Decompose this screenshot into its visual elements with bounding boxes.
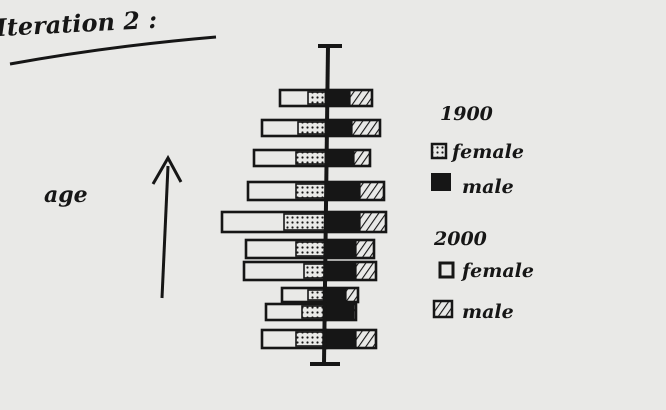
pyramid-row xyxy=(246,180,386,202)
bar-female-1900 xyxy=(307,91,327,105)
bar-male-1900 xyxy=(325,212,361,232)
pyramid-row xyxy=(260,328,378,350)
pyramid-row xyxy=(220,210,388,234)
pyramid-row xyxy=(244,238,376,260)
legend-female-2000: female xyxy=(460,260,534,282)
legend-female-1900: female xyxy=(450,141,524,163)
arrow-up-icon xyxy=(151,154,183,185)
pyramid-row xyxy=(260,118,382,138)
age-arrow-shaft xyxy=(160,165,170,299)
male-1900-swatch-icon xyxy=(431,173,451,191)
bar-female-1900 xyxy=(295,241,327,257)
bar-female-1900 xyxy=(303,263,327,279)
pyramid-row xyxy=(252,148,372,168)
female-2000-swatch-icon xyxy=(438,261,455,279)
age-axis-label: age xyxy=(44,182,88,208)
bar-male-1900 xyxy=(325,240,357,258)
bar-male-1900 xyxy=(325,182,361,200)
bar-male-1900 xyxy=(325,150,355,166)
legend-male-1900: male xyxy=(462,176,514,198)
bar-male-1900 xyxy=(325,330,357,348)
title-underline xyxy=(9,35,217,66)
pyramid-row xyxy=(280,286,360,304)
bar-female-1900 xyxy=(295,183,327,199)
pyramid-row xyxy=(264,302,358,322)
bar-male-1900 xyxy=(325,288,347,302)
bar-male-1900 xyxy=(325,90,351,106)
pyramid-row xyxy=(242,260,378,282)
bar-female-1900 xyxy=(297,121,327,135)
bar-male-1900 xyxy=(325,304,355,320)
title: Iteration 2 : xyxy=(0,5,158,42)
female-1900-swatch-icon xyxy=(430,142,448,160)
center-axis xyxy=(322,45,330,365)
bar-female-1900 xyxy=(301,305,327,319)
legend-year-1900: 1900 xyxy=(440,103,493,125)
bar-male-1900 xyxy=(325,262,357,280)
legend: 1900 female male 2000 female male xyxy=(430,103,534,323)
legend-year-2000: 2000 xyxy=(433,228,487,250)
bar-female-1900 xyxy=(283,213,327,231)
bar-female-1900 xyxy=(295,151,327,165)
male-2000-swatch-icon xyxy=(432,299,454,319)
bar-male-1900 xyxy=(325,120,353,136)
bar-female-1900 xyxy=(295,331,327,347)
legend-male-2000: male xyxy=(462,301,514,323)
pyramid-bars xyxy=(220,88,388,350)
